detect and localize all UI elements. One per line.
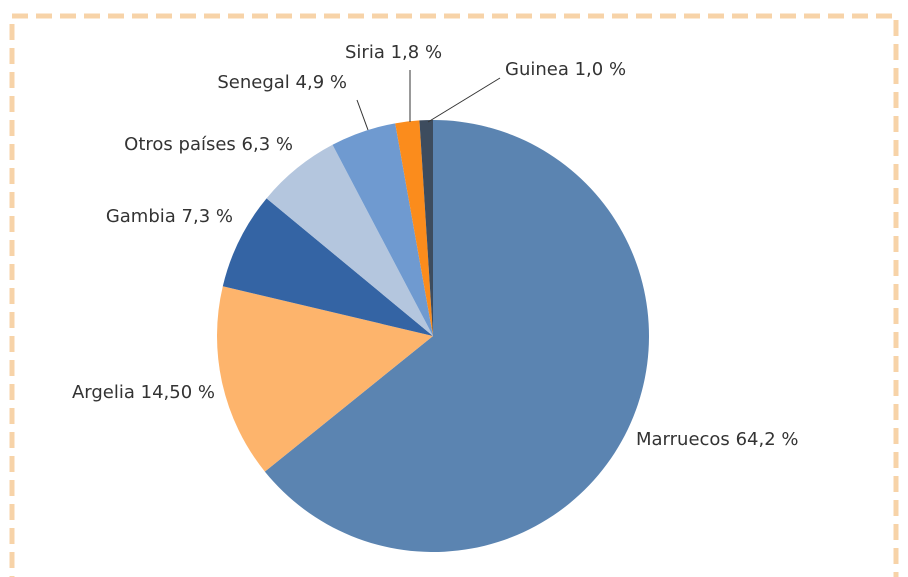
value-label: 64,2 % — [736, 429, 799, 450]
value-label: 1,0 % — [575, 59, 626, 80]
data-label: Senegal 4,9 % — [217, 72, 347, 93]
category-name: Argelia — [72, 382, 135, 403]
category-name: Gambia — [106, 206, 176, 227]
value-label: 14,50 % — [141, 382, 215, 403]
data-label: Gambia 7,3 % — [106, 206, 233, 227]
pie-slice — [395, 120, 433, 336]
category-name: Siria — [345, 42, 385, 63]
value-label: 6,3 % — [242, 134, 293, 155]
pie-slice — [264, 120, 649, 553]
leader-line — [356, 99, 369, 131]
value-label: 1,8 % — [391, 42, 442, 63]
data-label: Otros países 6,3 % — [124, 134, 293, 155]
pie-slice — [332, 123, 433, 336]
category-name: Marruecos — [636, 429, 730, 450]
category-name: Otros países — [124, 134, 236, 155]
data-label: Guinea 1,0 % — [505, 59, 626, 80]
data-label: Siria 1,8 % — [345, 42, 442, 63]
frame — [9, 13, 899, 577]
data-label: Argelia 14,50 % — [72, 382, 215, 403]
category-name: Guinea — [505, 59, 569, 80]
pie-slice — [217, 286, 433, 472]
value-label: 7,3 % — [182, 206, 233, 227]
data-label: Marruecos 64,2 % — [636, 429, 798, 450]
pie-slice — [419, 120, 433, 336]
category-name: Senegal — [217, 72, 289, 93]
leader-line — [427, 77, 501, 123]
pie-slice — [266, 144, 433, 336]
value-label: 4,9 % — [296, 72, 347, 93]
pie-slice — [222, 198, 433, 336]
